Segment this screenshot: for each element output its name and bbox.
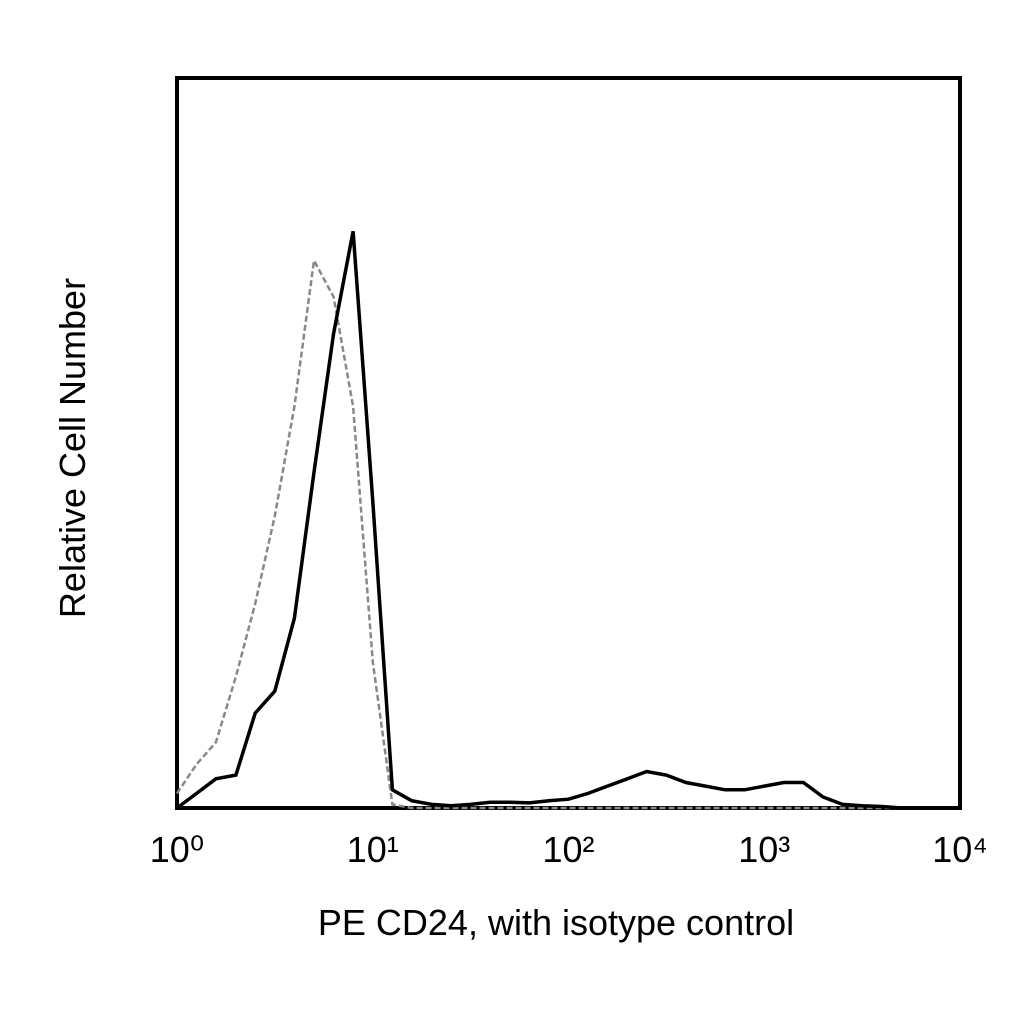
- x-tick-label: 10⁰: [150, 829, 204, 870]
- x-tick-label: 10²: [542, 829, 594, 870]
- y-axis-label: Relative Cell Number: [52, 278, 93, 618]
- plot-frame: [175, 76, 962, 810]
- histogram-line: [175, 256, 960, 810]
- x-axis-label: PE CD24, with isotype control: [318, 902, 794, 943]
- x-tick-label: 10⁴: [932, 829, 988, 870]
- histogram-line: [175, 230, 960, 810]
- x-tick-label: 10¹: [347, 829, 399, 870]
- x-tick-label: 10³: [738, 829, 790, 870]
